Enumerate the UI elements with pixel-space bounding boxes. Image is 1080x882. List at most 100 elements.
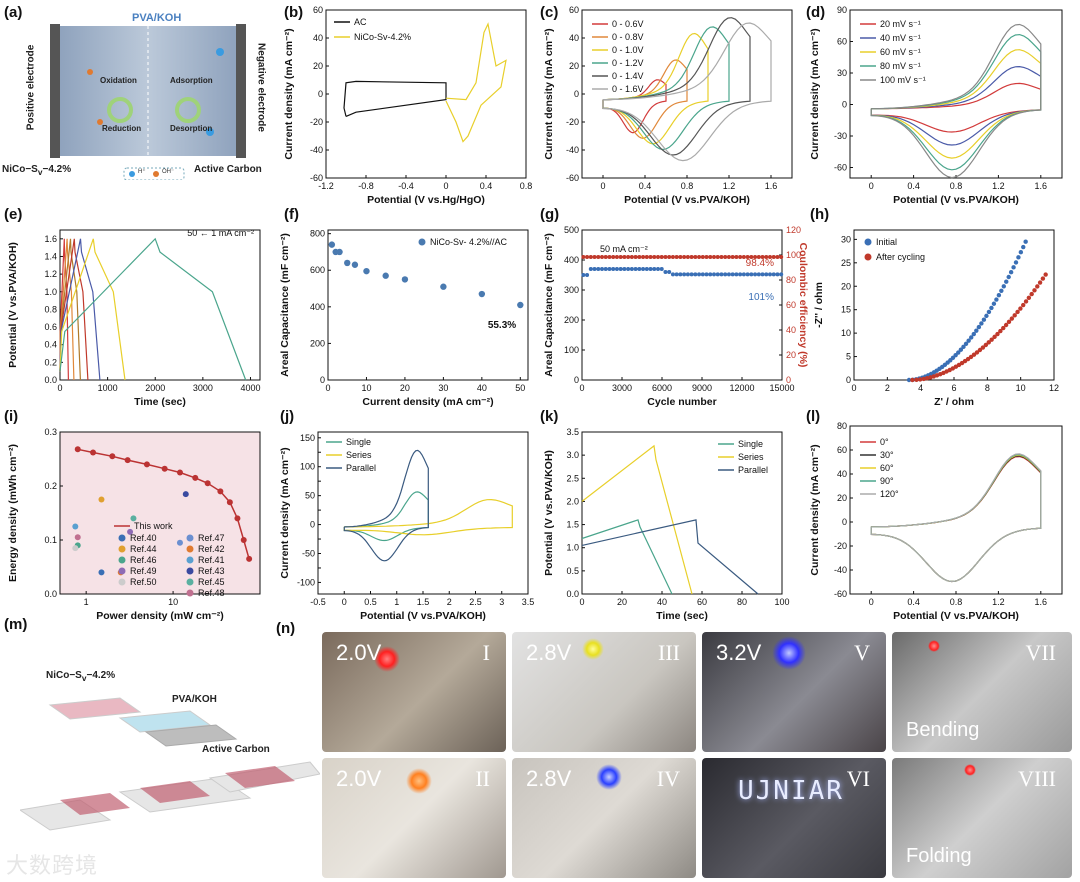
chart-e: 0 1000 2000 3000 4000 0.0 0.2 0.4 0.6 0.8 1.0 1.2 1.… [7, 228, 261, 408]
capacitance-point [637, 267, 642, 271]
y-tick-label: -60 [834, 589, 847, 599]
x-axis-label: Potential (V vs.Hg/HgO) [367, 194, 485, 206]
y-tick-label: -40 [566, 145, 579, 155]
legend-k-1-label: Series [738, 452, 764, 462]
data-point [328, 241, 336, 248]
eis-point-1 [1003, 322, 1009, 328]
eis-point-0 [996, 293, 1002, 298]
series-line-k-0 [581, 519, 673, 595]
h-ion-label: H⁺ [138, 169, 146, 175]
x-tick-label: 12 [1049, 383, 1059, 393]
reduction-label: Reduction [102, 124, 142, 133]
capacitance-point [771, 272, 776, 277]
x-tick-label: 10 [361, 383, 371, 393]
panel-label-g: (g) [540, 206, 560, 223]
y-tick-label: 60 [313, 5, 323, 15]
capacitance-point [585, 273, 590, 277]
legend-ref-9-swatch [186, 578, 194, 586]
photo-vi-numeral: VI [846, 766, 870, 791]
redox-cycle-icon [107, 97, 133, 123]
capacitance-point [667, 270, 672, 274]
y-tick-label: 1.5 [566, 520, 579, 530]
x-tick-label: 1 [84, 597, 89, 607]
y-tick-label: 0.1 [44, 535, 57, 545]
efficiency-point [603, 255, 608, 259]
capacitance-point [741, 272, 746, 277]
chart-h: 0 2 4 6 8 10 12 0 5 10 15 20 25 30 Z' / ohm -Z'' / ohm I… [813, 229, 1059, 408]
eis-point-0 [976, 324, 982, 330]
capacitance-point [723, 272, 728, 277]
this-work-point [143, 461, 150, 468]
legend-h-0-label: Initial [876, 237, 897, 247]
eis-point-0 [906, 377, 912, 383]
efficiency-point [600, 255, 604, 259]
efficiency-point [760, 255, 765, 259]
capacitance-point [670, 272, 675, 277]
efficiency-point [626, 255, 631, 259]
y-tick-label: 100 [300, 462, 315, 472]
capacitance-point [693, 272, 698, 277]
y-tick-label: 0 [320, 375, 325, 385]
positive-electrode-label: Positive electrode [25, 44, 37, 131]
efficiency-point [768, 255, 772, 259]
efficiency-point [700, 255, 705, 259]
y2-tick-label: 100 [786, 250, 801, 260]
negative-electrode-plate [236, 24, 246, 158]
y-tick-label: 2.5 [566, 473, 579, 483]
series-line-c-3 [602, 26, 730, 151]
y-tick-label: -40 [834, 565, 847, 575]
efficiency-point [764, 255, 769, 259]
panel-label-f: (f) [284, 206, 299, 223]
capacitance-point [607, 267, 612, 271]
data-point [401, 276, 409, 283]
eis-point-0 [953, 353, 958, 358]
ref-point-10 [74, 534, 81, 541]
chart-d: 0 0.4 0.8 1.2 1.6 -60 -30 0 30 60 90 Potential (V v… [809, 5, 1063, 206]
y-tick-label: 1.6 [44, 234, 57, 244]
legend-c-1-label: 0 - 0.8V [612, 32, 644, 42]
y-tick-label: 60 [569, 5, 579, 15]
legend-l-1-label: 30° [880, 450, 894, 460]
photo-v-numeral: V [854, 640, 870, 665]
legend-f-label: NiCo-Sv- 4.2%//AC [430, 237, 508, 247]
y-tick-label: 3.0 [566, 450, 579, 460]
efficiency-point [648, 255, 653, 259]
legend-ref-7-swatch [186, 556, 194, 564]
x-axis-label: Time (sec) [656, 610, 708, 622]
efficiency-point [581, 255, 586, 259]
ref-point-5 [176, 539, 183, 546]
ref-point-0 [98, 569, 105, 576]
panel-label-n: (n) [276, 620, 296, 637]
eis-point-0 [969, 335, 974, 340]
this-work-point [161, 465, 168, 472]
y-tick-label: 40 [569, 33, 579, 43]
eis-point-1 [977, 347, 983, 353]
x-tick-label: 40 [657, 597, 667, 607]
series-line-l-0 [870, 455, 1042, 583]
efficiency-point [730, 255, 735, 259]
x-tick-label: 0.4 [480, 181, 493, 191]
eis-point-1 [992, 334, 997, 340]
photo-iii-numeral: III [658, 640, 680, 665]
data-point [344, 259, 351, 267]
eis-point-1 [971, 352, 977, 357]
eis-point-0 [994, 297, 999, 302]
legend-ref-1-label: Ref.44 [130, 544, 157, 554]
photo-v: 3.2V V [702, 632, 886, 752]
this-work-point [192, 474, 199, 481]
nico-layer [48, 697, 142, 720]
x-tick-label: 1.5 [417, 597, 430, 607]
y-tick-label: 0.0 [44, 375, 57, 385]
x-tick-label: 30 [438, 383, 448, 393]
capacitance-point [730, 272, 735, 277]
legend-k-2-label: Parallel [738, 465, 768, 475]
photo-vii-mode: Bending [906, 719, 980, 741]
chart-g-title: 50 mA cm⁻² [600, 244, 648, 254]
annotation-current: 50 ← 1 mA cm⁻² [187, 228, 254, 238]
capacitance-point [734, 272, 739, 277]
eis-point-0 [1021, 244, 1026, 250]
legend-ref-9-label: Ref.45 [198, 577, 225, 587]
eis-point-1 [995, 331, 1000, 337]
efficiency-point [745, 255, 750, 259]
legend-d-1-label: 40 mV s⁻¹ [880, 33, 921, 43]
